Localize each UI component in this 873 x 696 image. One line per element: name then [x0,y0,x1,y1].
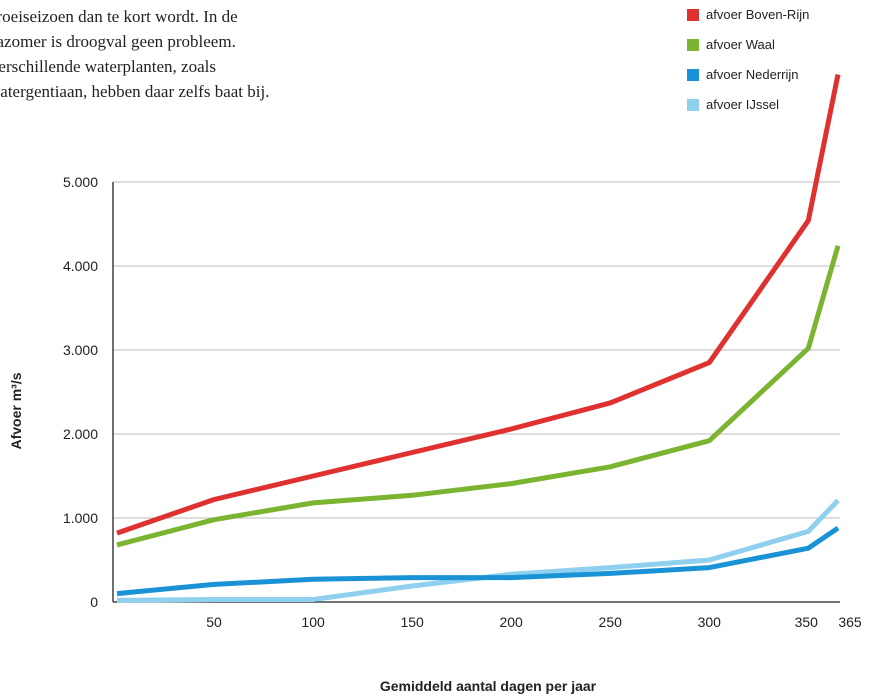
axis-layer [112,182,840,603]
intro-line: nazomer is droogval geen probleem. [0,32,236,51]
legend-swatch-nederrijn [687,69,699,81]
legend-label: afvoer Waal [706,37,775,52]
intro-line: groeiseizoen dan te kort wordt. In de [0,7,238,26]
y-tick-label: 5.000 [63,174,98,190]
x-tick-label: 50 [206,614,222,630]
series-line-nederrijn [116,526,840,597]
y-axis-title: Afvoer m³/s [8,372,24,449]
x-axis-title: Gemiddeld aantal dagen per jaar [380,678,597,694]
x-tick-label: 365 [838,614,862,630]
legend-item-boven-rijn: afvoer Boven-Rijn [687,6,867,36]
series-line-waal [116,245,841,548]
series-layer [116,74,841,603]
label-layer: 0 1.000 2.000 3.000 4.000 5.000 50 100 150 200 250… [8,174,862,694]
legend-item-ijssel: afvoer IJssel [687,96,867,126]
x-tick-label: 250 [599,614,623,630]
legend-swatch-waal [687,39,699,51]
legend-label: afvoer Boven-Rijn [706,7,810,22]
x-tick-label: 100 [301,614,325,630]
y-tick-label: 4.000 [63,258,98,274]
grid-layer [113,181,840,519]
intro-paragraph: groeiseizoen dan te kort wordt. In de na… [0,4,388,104]
legend-item-waal: afvoer Waal [687,36,867,66]
intro-line: Verschillende waterplanten, zoals [0,57,216,76]
chart-legend: afvoer Boven-Rijn afvoer Waal afvoer Ned… [687,6,867,126]
x-tick-label: 300 [698,614,722,630]
x-tick-label: 200 [499,614,523,630]
legend-label: afvoer IJssel [706,97,779,112]
legend-swatch-boven-rijn [687,9,699,21]
legend-label: afvoer Nederrijn [706,67,799,82]
x-tick-label: 350 [795,614,819,630]
y-tick-label: 2.000 [63,426,98,442]
y-tick-label: 1.000 [63,510,98,526]
series-line-ijssel [116,498,840,603]
series-line-boven-rijn [116,74,841,536]
y-tick-label: 3.000 [63,342,98,358]
legend-item-nederrijn: afvoer Nederrijn [687,66,867,96]
intro-line: watergentiaan, hebben daar zelfs baat bi… [0,82,270,101]
x-tick-label: 150 [400,614,424,630]
y-tick-label: 0 [90,594,98,610]
legend-swatch-ijssel [687,99,699,111]
